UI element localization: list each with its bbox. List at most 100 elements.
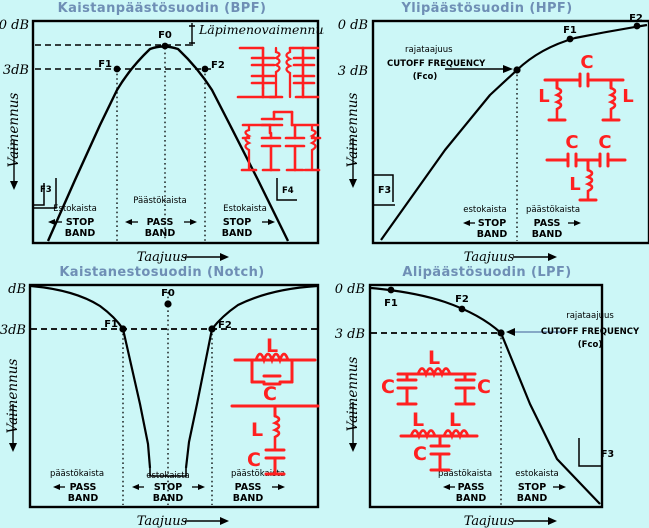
lpf-plot: 0 dB 3 dB F1 F2 rajataajuus CUTOFF FREQU… xyxy=(325,264,649,528)
lpf-marker-cutoff xyxy=(497,329,505,337)
lpf-annotation-cutoff: CUTOFF FREQUENCY xyxy=(541,327,640,337)
lpf-x-axis-title: Taajuus xyxy=(464,514,515,528)
notch-circuit-label-l1: L xyxy=(266,335,278,357)
hpf-band1-en2: BAND xyxy=(532,229,563,240)
hpf-circuit-label-l3: L xyxy=(569,174,580,195)
hpf-circuit-label-c2: C xyxy=(565,132,578,153)
hpf-annotation-cutoff: CUTOFF FREQUENCY xyxy=(387,59,486,69)
panel-notch-title: Kaistanestosuodin (Notch) xyxy=(59,265,265,280)
hpf-annotation-fco: (Fco) xyxy=(413,72,438,82)
bpf-marker-f2 xyxy=(201,65,209,73)
bpf-plot: 0 dB 3dB F0 F1 F2 Läpimenovaimennus F3 F… xyxy=(0,0,324,264)
panel-bpf-title: Kaistanpäästösuodin (BPF) xyxy=(57,1,267,16)
lpf-ytick-0db: 0 dB xyxy=(335,282,365,297)
bpf-band0-fi: Estokaista xyxy=(53,204,97,214)
bpf-ytick-3db: 3dB xyxy=(3,63,29,78)
notch-ytick-3db: 3dB xyxy=(0,323,26,338)
hpf-x-axis-title: Taajuus xyxy=(464,250,515,264)
lpf-label-f2: F2 xyxy=(455,294,469,305)
hpf-circuit-upper xyxy=(543,72,625,122)
notch-x-axis-title: Taajuus xyxy=(137,514,188,528)
hpf-circuit-label-l1: L xyxy=(538,86,549,107)
bpf-ytick-0db: 0 dB xyxy=(0,18,29,33)
hpf-band1-fi: päästökaista xyxy=(526,205,580,215)
lpf-marker-f1 xyxy=(387,286,395,294)
hpf-plot: 0 dB 3 dB F1 F2 rajataajuus CUTOFF FREQU… xyxy=(325,0,649,264)
bpf-label-f4: F4 xyxy=(282,186,294,196)
bpf-label-f3: F3 xyxy=(40,185,52,195)
bpf-band2-fi: Estokaista xyxy=(223,204,267,214)
lpf-circuit-upper xyxy=(396,367,477,406)
bpf-x-axis-title: Taajuus xyxy=(137,250,188,264)
lpf-circuit-label-l1: L xyxy=(428,347,440,369)
lpf-marker-f2 xyxy=(458,305,466,313)
panel-lpf-title: Alipäästösuodin (LPF) xyxy=(402,265,572,280)
hpf-marker-f2 xyxy=(633,22,641,30)
hpf-label-f1: F1 xyxy=(563,25,577,36)
notch-band1-en1: STOP xyxy=(154,482,182,493)
bpf-band1-fi: Päästökaista xyxy=(133,196,186,206)
panel-hpf: Ylipäästösuodin (HPF) 0 dB 3 dB F1 xyxy=(325,0,649,264)
bpf-band0-en2: BAND xyxy=(65,228,96,239)
lpf-annotation-rajataajuus: rajataajuus xyxy=(566,311,614,321)
bpf-marker-f1 xyxy=(113,65,121,73)
notch-marker-f2 xyxy=(208,325,216,333)
bpf-band2-en1: STOP xyxy=(223,217,251,228)
panel-hpf-title: Ylipäästösuodin (HPF) xyxy=(401,1,573,16)
hpf-y-axis-title: Vaimennus xyxy=(345,93,361,168)
lpf-band0-fi: päästökaista xyxy=(438,469,492,479)
bpf-label-f2: F2 xyxy=(211,60,225,71)
lpf-band1-en2: BAND xyxy=(517,493,548,504)
lpf-band1-fi: estokaista xyxy=(515,469,559,479)
lpf-label-f3: F3 xyxy=(601,449,614,460)
notch-circuit-label-l2: L xyxy=(251,419,263,441)
hpf-band1-en1: PASS xyxy=(534,218,561,229)
bpf-band0-en1: STOP xyxy=(66,217,94,228)
hpf-marker-f1 xyxy=(566,35,574,43)
hpf-band0-en2: BAND xyxy=(477,229,508,240)
bpf-marker-f0 xyxy=(161,42,169,50)
lpf-band1-en1: STOP xyxy=(518,482,546,493)
notch-label-f0: F0 xyxy=(161,288,175,299)
notch-marker-f0 xyxy=(164,300,172,308)
notch-band2-fi: päästökaista xyxy=(231,469,285,479)
notch-circuit-label-c1: C xyxy=(263,383,277,405)
bpf-annotation-insertion-loss: Läpimenovaimennus xyxy=(198,22,324,37)
hpf-circuit-label-c3: C xyxy=(598,132,611,153)
hpf-circuit-label-l2: L xyxy=(622,86,633,107)
hpf-band0-fi: estokaista xyxy=(463,205,507,215)
hpf-circuit-lower xyxy=(545,152,627,202)
notch-marker-f1 xyxy=(119,325,127,333)
panel-lpf: Alipäästösuodin (LPF) 0 dB 3 xyxy=(325,264,649,528)
hpf-ytick-0db: 0 dB xyxy=(338,18,368,33)
lpf-band0-en1: PASS xyxy=(458,482,485,493)
bpf-circuit-upper xyxy=(236,46,320,99)
notch-band2-en1: PASS xyxy=(235,482,262,493)
notch-plot: dB 3dB F0 F1 F2 Vaimennus Taajuus päästö… xyxy=(0,264,324,528)
lpf-circuit-label-c3: C xyxy=(413,443,427,465)
hpf-label-f3: F3 xyxy=(378,185,391,196)
notch-band1-fi: estokaista xyxy=(146,471,190,481)
notch-band0-en2: BAND xyxy=(68,493,99,504)
notch-label-f1: F1 xyxy=(104,319,118,330)
bpf-label-f1: F1 xyxy=(98,59,112,70)
notch-band0-en1: PASS xyxy=(70,482,97,493)
hpf-ytick-3db: 3 dB xyxy=(338,64,368,79)
bpf-band1-en2: BAND xyxy=(145,228,176,239)
lpf-y-axis-title: Vaimennus xyxy=(345,357,361,432)
hpf-label-f2: F2 xyxy=(629,13,643,24)
bpf-label-f0: F0 xyxy=(158,30,172,41)
notch-band0-fi: päästökaista xyxy=(50,469,104,479)
notch-band1-en2: BAND xyxy=(153,493,184,504)
bpf-y-axis-title: Vaimennus xyxy=(6,93,22,168)
notch-circuit-label-c2: C xyxy=(247,449,261,471)
bpf-band2-en2: BAND xyxy=(222,228,253,239)
bpf-circuit-lower xyxy=(240,110,322,172)
notch-circuit-upper xyxy=(230,352,320,476)
notch-band2-en2: BAND xyxy=(233,493,264,504)
hpf-annotation-rajataajuus: rajataajuus xyxy=(405,45,453,55)
hpf-band0-en1: STOP xyxy=(478,218,506,229)
lpf-ytick-3db: 3 dB xyxy=(335,327,365,342)
panel-bpf: Kaistanpäästösuodin (BPF) xyxy=(0,0,324,264)
